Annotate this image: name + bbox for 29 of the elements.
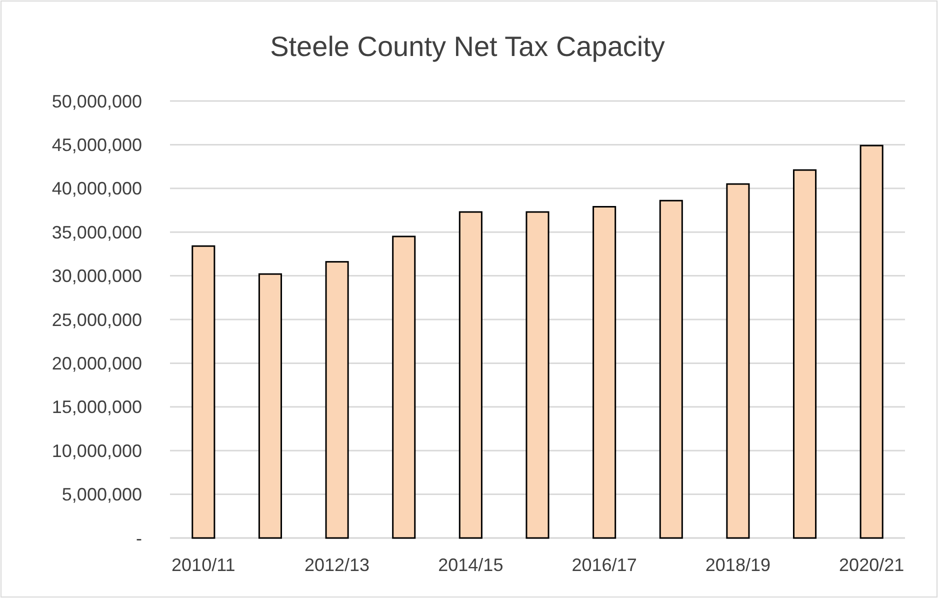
y-tick-label: 45,000,000 bbox=[52, 135, 142, 155]
y-tick-label: 10,000,000 bbox=[52, 440, 142, 461]
y-tick-label: 25,000,000 bbox=[52, 310, 142, 330]
y-tick-label: - bbox=[136, 528, 142, 548]
bar bbox=[659, 200, 683, 539]
bar bbox=[325, 261, 349, 539]
bar bbox=[192, 245, 216, 539]
bar bbox=[793, 169, 817, 539]
bar bbox=[458, 211, 482, 539]
bar bbox=[592, 206, 616, 539]
y-tick-label: 20,000,000 bbox=[52, 354, 142, 374]
chart-title: Steele County Net Tax Capacity bbox=[270, 31, 665, 62]
x-tick-label: 2020/21 bbox=[839, 555, 904, 575]
y-tick-label: 15,000,000 bbox=[52, 397, 142, 418]
x-tick-label: 2014/15 bbox=[438, 555, 504, 575]
bar bbox=[726, 183, 750, 539]
bar bbox=[258, 273, 282, 539]
y-tick-label: 50,000,000 bbox=[52, 91, 142, 112]
x-tick-label: 2016/17 bbox=[572, 555, 637, 575]
y-tick-label: 35,000,000 bbox=[52, 222, 142, 242]
y-tick-label: 40,000,000 bbox=[52, 178, 142, 199]
bar bbox=[392, 236, 416, 539]
y-tick-label: 30,000,000 bbox=[52, 266, 142, 286]
x-tick-label: 2010/11 bbox=[172, 555, 236, 575]
bar bbox=[526, 211, 550, 539]
y-tick-label: 5,000,000 bbox=[62, 484, 142, 505]
bar bbox=[860, 144, 884, 539]
x-tick-label: 2012/13 bbox=[304, 555, 370, 575]
x-tick-label: 2018/19 bbox=[705, 555, 770, 575]
